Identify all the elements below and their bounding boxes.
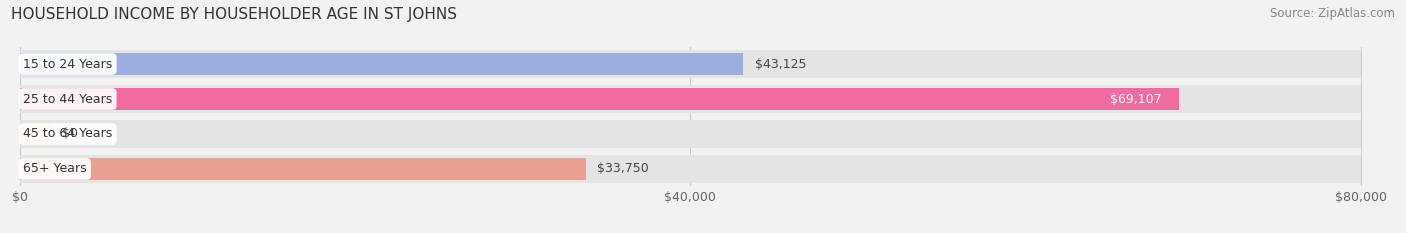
Bar	[20, 120, 1361, 148]
Bar	[20, 158, 586, 180]
Bar	[20, 53, 742, 75]
Text: 25 to 44 Years: 25 to 44 Years	[22, 93, 112, 106]
Text: $33,750: $33,750	[598, 162, 650, 175]
Bar	[20, 155, 1361, 183]
Text: 15 to 24 Years: 15 to 24 Years	[22, 58, 112, 71]
Bar	[20, 85, 1361, 113]
Text: HOUSEHOLD INCOME BY HOUSEHOLDER AGE IN ST JOHNS: HOUSEHOLD INCOME BY HOUSEHOLDER AGE IN S…	[11, 7, 457, 22]
Bar	[20, 123, 49, 145]
Bar	[20, 50, 1361, 78]
Text: Source: ZipAtlas.com: Source: ZipAtlas.com	[1270, 7, 1395, 20]
Text: $69,107: $69,107	[1111, 93, 1161, 106]
Text: 45 to 64 Years: 45 to 64 Years	[22, 127, 112, 140]
Bar	[20, 88, 1178, 110]
Text: $0: $0	[62, 127, 77, 140]
Text: 65+ Years: 65+ Years	[22, 162, 87, 175]
Text: $43,125: $43,125	[755, 58, 806, 71]
